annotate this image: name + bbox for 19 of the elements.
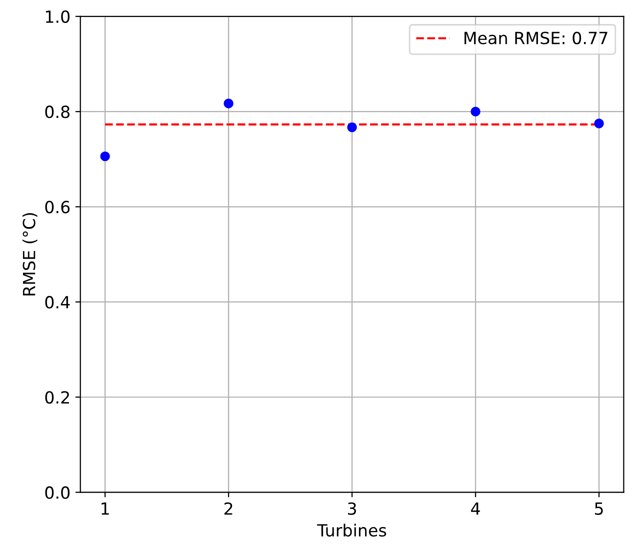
x-tick-label: 3 bbox=[348, 502, 356, 515]
y-tick-label: 0.6 bbox=[45, 200, 70, 214]
y-tick-label: 1.0 bbox=[46, 10, 70, 23]
y-tick-label: 0.0 bbox=[45, 486, 70, 499]
y-tick-label: 0.4 bbox=[45, 296, 70, 309]
x-axis-title: Turbines bbox=[317, 524, 386, 537]
y-tick-label: 0.8 bbox=[45, 106, 70, 118]
x-tick-label: 5 bbox=[594, 502, 603, 515]
point bbox=[224, 98, 234, 108]
x-tick-label: 2 bbox=[224, 502, 232, 515]
x-tick-label: 4 bbox=[471, 502, 480, 515]
point bbox=[470, 106, 480, 116]
y-tick-label: 0.2 bbox=[45, 391, 69, 404]
y-axis-title: RMSE (°C) bbox=[22, 213, 38, 296]
point bbox=[347, 122, 357, 132]
x-tick-label: 1 bbox=[102, 502, 109, 515]
point bbox=[594, 118, 604, 128]
point bbox=[100, 151, 110, 162]
legend-label: Mean RMSE: 0.77 bbox=[464, 32, 608, 44]
